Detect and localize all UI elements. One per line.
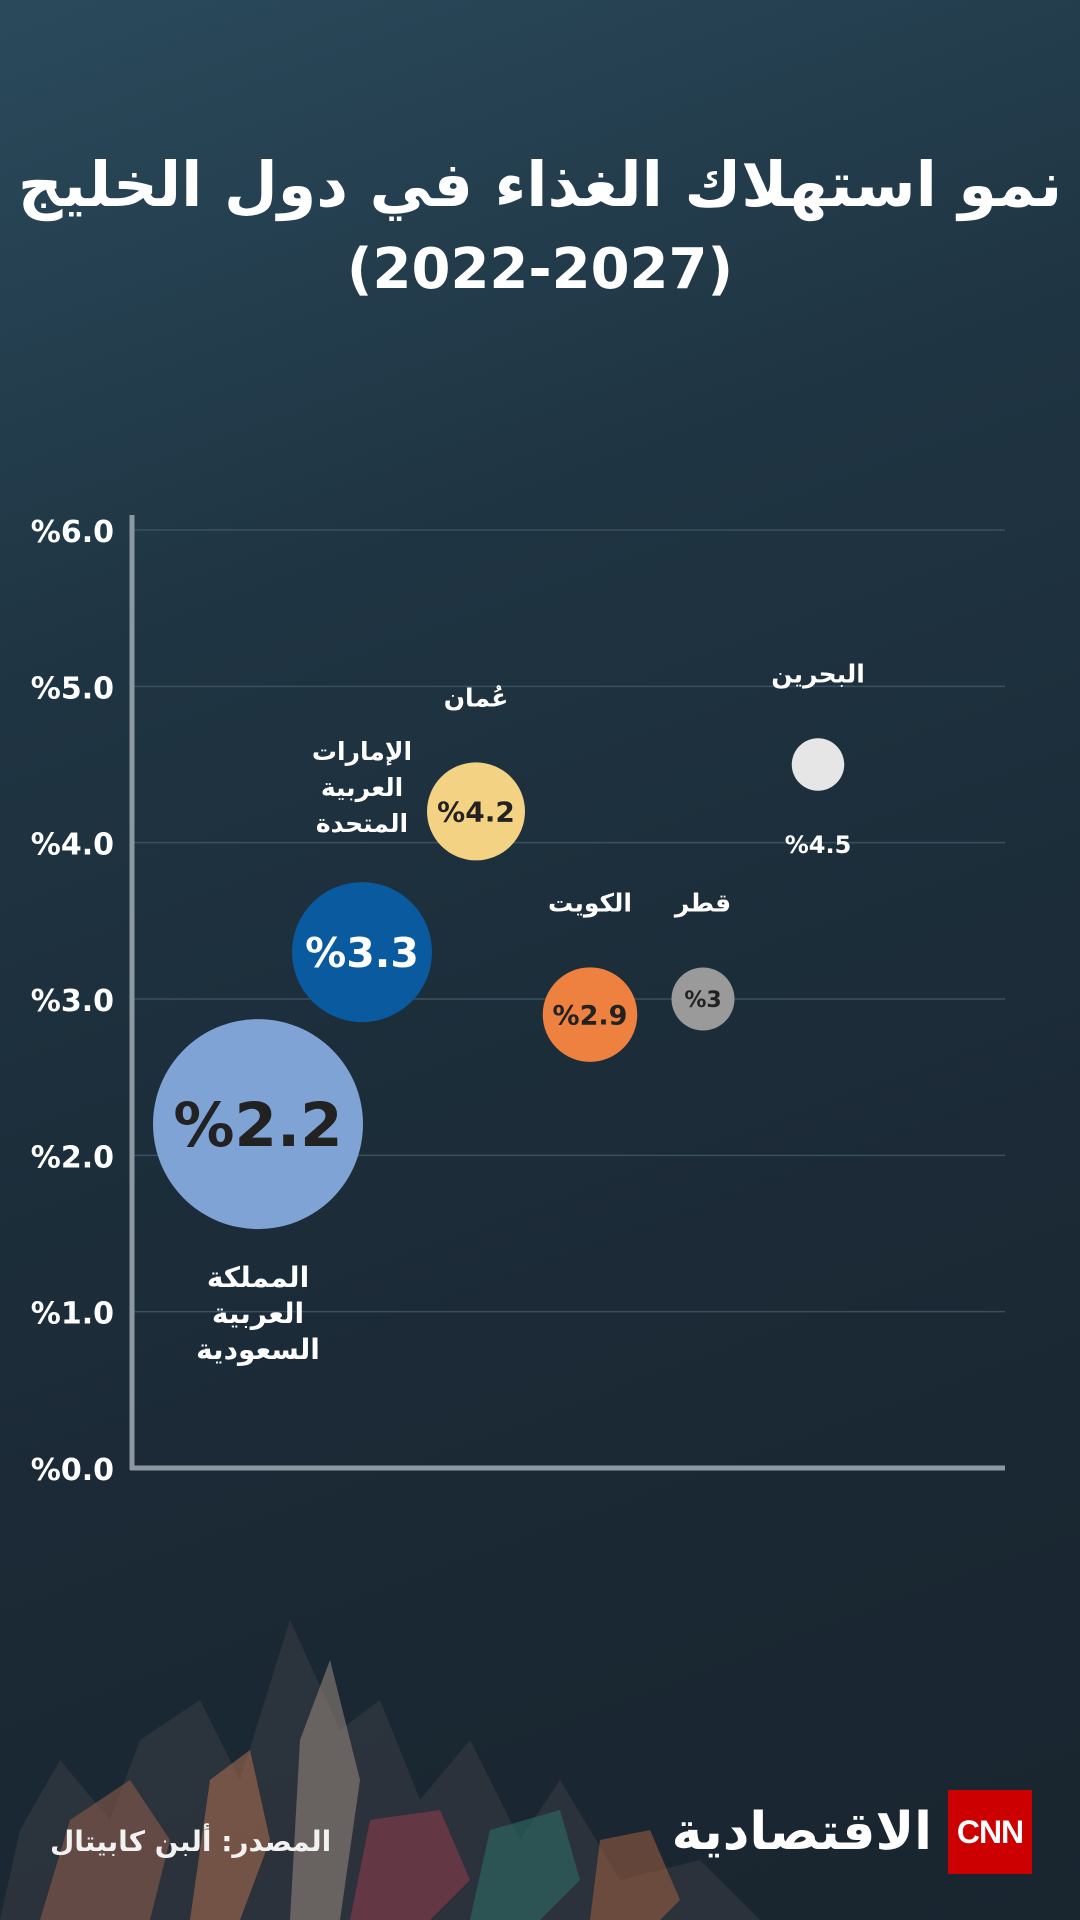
title-line-1: نمو استهلاك الغذاء في دول الخليج <box>17 148 1063 221</box>
title-line-2: (2022-2027) <box>346 237 734 302</box>
country-label: العربية <box>321 773 403 803</box>
bubble <box>427 762 525 861</box>
y-tick-label: %4.0 <box>31 828 114 863</box>
bubble <box>791 738 845 791</box>
logo-text: الاقتصادية <box>671 1802 932 1862</box>
y-tick-label: %0.0 <box>31 1453 114 1488</box>
bubble <box>153 1019 363 1230</box>
brand-logo: الاقتصادية CNN <box>672 1790 1032 1874</box>
y-tick-label: %2.0 <box>31 1140 114 1175</box>
country-label: عُمان <box>444 683 509 712</box>
country-label: الإمارات <box>312 737 412 766</box>
bubble-value-label: %2.2 <box>173 1090 342 1161</box>
bubble-value-label: %4.2 <box>437 795 515 828</box>
y-tick-label: %6.0 <box>31 515 114 550</box>
country-label: المتحدة <box>316 809 408 838</box>
country-label: الكويت <box>548 888 632 918</box>
country-label: البحرين <box>771 659 865 689</box>
cnn-logo-icon: CNN <box>948 1790 1032 1874</box>
bubble <box>542 967 638 1062</box>
bubble <box>671 967 735 1031</box>
bubble-value-label: %4.5 <box>785 831 852 859</box>
source-note: المصدر: ألبن كابيتال <box>50 1825 332 1858</box>
country-label: المملكة <box>207 1261 309 1294</box>
country-label: السعودية <box>196 1333 320 1366</box>
country-label: قطر <box>673 889 731 919</box>
bubble <box>292 882 432 1023</box>
y-tick-label: %5.0 <box>31 671 114 706</box>
bubble-value-label: %2.9 <box>553 1000 628 1031</box>
y-tick-label: %3.0 <box>31 984 114 1019</box>
bubble-value-label: %3.3 <box>305 929 419 977</box>
y-tick-label: %1.0 <box>31 1297 114 1332</box>
chart-title: نمو استهلاك الغذاء في دول الخليج (2022-2… <box>0 140 1080 310</box>
decorative-food-illustration <box>0 1620 760 1920</box>
country-label: العربية <box>212 1297 304 1330</box>
bubble-value-label: %3 <box>684 988 721 1013</box>
